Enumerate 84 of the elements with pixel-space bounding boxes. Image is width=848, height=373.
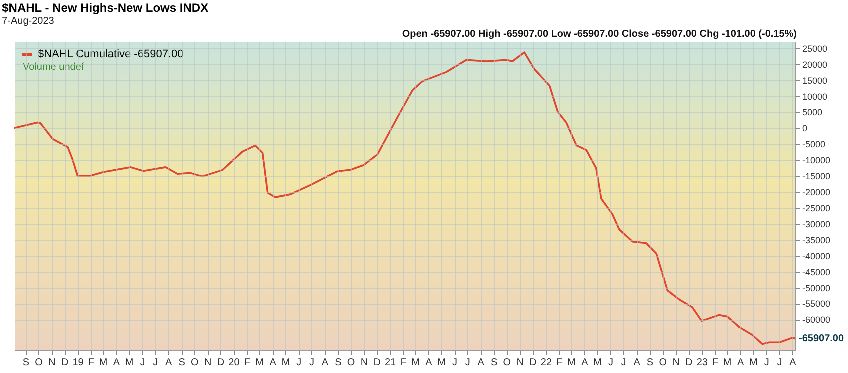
x-tick-label: M xyxy=(99,358,108,368)
x-tick-label: A xyxy=(426,358,433,368)
x-tick-label: 19 xyxy=(72,358,84,368)
x-tick-label: A xyxy=(737,358,744,368)
x-tick-label: J xyxy=(621,358,626,368)
y-tick-label: -10000 xyxy=(802,156,831,166)
x-tick-label: O xyxy=(503,358,512,368)
y-tick-label: -30000 xyxy=(802,219,831,230)
y-tick-label: -40000 xyxy=(802,251,831,262)
x-tick-label: N xyxy=(516,358,524,368)
x-tick-label: J xyxy=(153,358,158,368)
x-tick-label: 22 xyxy=(540,358,552,368)
legend-label: $NAHL Cumulative -65907.00 xyxy=(38,48,184,60)
x-tick-label: O xyxy=(35,358,44,368)
chart-subtitle: 7-Aug-2023 xyxy=(2,16,55,27)
x-tick-label: N xyxy=(204,358,212,368)
x-tick-label: S xyxy=(491,358,498,368)
y-tick-label: 25000 xyxy=(802,44,828,54)
y-tick-label: -15000 xyxy=(802,172,831,182)
x-tick-label: 23 xyxy=(696,358,708,368)
x-tick-label: M xyxy=(723,358,732,368)
x-tick-label: M xyxy=(412,358,420,368)
x-tick-label: J xyxy=(777,358,782,368)
y-tick-label: -20000 xyxy=(802,188,831,198)
y-tick-label: 10000 xyxy=(802,92,828,102)
x-tick-label: F xyxy=(712,358,719,368)
x-tick-label: O xyxy=(191,358,200,368)
x-tick-label: M xyxy=(749,358,758,368)
y-tick-label: -35000 xyxy=(802,235,831,246)
x-tick-label: J xyxy=(452,358,458,368)
x-tick-label: J xyxy=(608,358,614,368)
annotation: Volume undef xyxy=(23,62,84,73)
x-tick-label: J xyxy=(296,358,302,368)
annotation: -65907.00 xyxy=(799,334,844,345)
x-tick-label: F xyxy=(88,358,95,368)
y-tick-label: -50000 xyxy=(802,283,831,294)
x-tick-label: 21 xyxy=(384,358,397,368)
x-tick-label: J xyxy=(764,358,770,368)
chart-title: $NAHL - New Highs-New Lows INDX xyxy=(2,1,209,15)
x-tick-label: J xyxy=(309,358,314,368)
x-tick-label: A xyxy=(270,358,277,368)
x-tick-label: M xyxy=(256,358,264,368)
x-tick-label: M xyxy=(438,358,446,368)
y-tick-label: -5000 xyxy=(802,140,826,150)
x-tick-label: S xyxy=(335,358,342,368)
x-tick-label: D xyxy=(686,358,693,368)
x-tick-label: N xyxy=(672,358,680,368)
x-tick-label: A xyxy=(113,358,120,368)
y-tick-label: 0 xyxy=(802,124,808,134)
x-tick-label: M xyxy=(125,358,134,368)
x-tick-label: M xyxy=(567,358,576,368)
x-tick-label: M xyxy=(282,358,290,368)
x-tick-label: S xyxy=(178,358,186,368)
x-tick-label: F xyxy=(556,358,563,368)
y-tick-label: -55000 xyxy=(802,299,831,310)
x-tick-label: A xyxy=(322,358,329,368)
x-tick-label: S xyxy=(646,358,654,368)
x-tick-label: D xyxy=(530,358,537,368)
x-tick-label: S xyxy=(22,358,30,368)
x-tick-label: O xyxy=(659,358,668,368)
x-tick-label: J xyxy=(140,358,146,368)
x-tick-label: F xyxy=(400,358,407,368)
x-tick-label: D xyxy=(61,358,69,368)
y-tick-label: -45000 xyxy=(802,267,831,278)
text: Open -65907.00 High -65907.00 Low -65907.00 Close -65907.00 Chg -101.00 (-0.15%) xyxy=(402,29,797,40)
x-tick-label: A xyxy=(790,358,797,368)
x-tick-label: M xyxy=(594,358,602,368)
x-tick-label: 20 xyxy=(228,358,240,368)
x-tick-label: A xyxy=(166,358,173,368)
x-tick-label: N xyxy=(360,358,368,368)
y-tick-label: 15000 xyxy=(802,76,828,86)
x-tick-label: O xyxy=(347,358,356,368)
x-tick-label: A xyxy=(478,358,485,368)
x-tick-label: J xyxy=(465,358,470,368)
y-tick-label: -60000 xyxy=(802,315,831,326)
x-tick-label: D xyxy=(374,358,381,368)
y-tick-label: -25000 xyxy=(802,203,831,214)
x-tick-label: D xyxy=(217,358,225,368)
x-tick-label: A xyxy=(634,358,641,368)
y-tick-label: 5000 xyxy=(802,108,823,118)
x-tick-label: F xyxy=(244,358,251,368)
x-tick-label: N xyxy=(48,358,56,368)
y-tick-label: 20000 xyxy=(802,60,828,70)
x-tick-label: A xyxy=(582,358,589,368)
